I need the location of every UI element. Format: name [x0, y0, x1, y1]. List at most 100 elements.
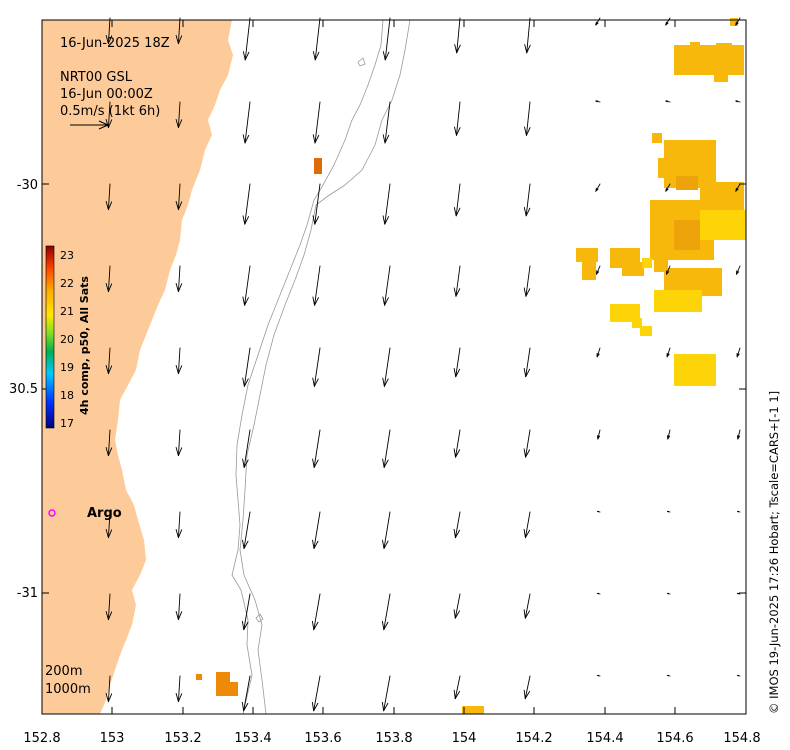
- current-arrow: [737, 429, 741, 440]
- current-arrow: [105, 101, 113, 129]
- scale-arrow: [70, 120, 109, 130]
- date-label: 16-Jun-2025 18Z: [60, 36, 170, 51]
- y-tick-label: -30: [17, 178, 38, 193]
- current-arrow: [736, 265, 741, 275]
- current-arrow: [453, 429, 461, 458]
- current-arrow: [735, 17, 741, 26]
- x-tick-label: 154.4: [586, 731, 623, 746]
- current-arrow: [381, 593, 391, 631]
- current-arrow: [454, 17, 461, 54]
- x-axis-labels: 152.8 153 153.2 153.4 153.6 153.8 154 15…: [23, 731, 760, 746]
- colorbar-label: 23: [60, 249, 74, 262]
- current-arrow: [175, 593, 183, 621]
- current-arrow: [381, 675, 391, 712]
- current-arrow: [242, 17, 251, 61]
- current-arrow: [242, 183, 251, 225]
- y-tick-label: 30.5: [9, 382, 38, 397]
- current-arrow: [105, 675, 113, 703]
- x-tick-label: 153: [100, 731, 125, 746]
- current-arrow: [666, 347, 671, 358]
- x-tick-label: 152.8: [23, 731, 60, 746]
- current-arrow: [382, 183, 391, 225]
- current-arrow: [453, 183, 461, 217]
- current-arrow: [453, 511, 461, 539]
- current-arrow: [667, 592, 671, 595]
- current-arrow: [175, 101, 183, 129]
- current-arrow: [175, 675, 183, 703]
- current-arrow: [105, 265, 113, 293]
- current-arrow: [175, 347, 183, 375]
- isobath-200m: [231, 20, 384, 714]
- colorbar-label: 22: [60, 277, 74, 290]
- current-arrow: [667, 510, 671, 513]
- current-vectors: [105, 17, 741, 712]
- current-arrow: [524, 101, 531, 136]
- current-arrow: [312, 347, 321, 387]
- x-tick-label: 153.8: [375, 731, 412, 746]
- current-arrow: [242, 429, 251, 468]
- current-arrow: [105, 183, 113, 211]
- colorbar-title: 4h comp, p50, All Sats: [78, 276, 91, 415]
- colorbar-label: 21: [60, 305, 74, 318]
- colorbar: 23 22 21 20 19 18 17 4h comp, p50, All S…: [45, 245, 91, 430]
- current-arrow: [382, 429, 391, 468]
- product-label: NRT00 GSL: [60, 70, 133, 85]
- current-arrow: [736, 347, 741, 358]
- land-coastline: [42, 20, 233, 714]
- current-arrow: [453, 265, 461, 297]
- current-arrow: [312, 511, 321, 550]
- current-arrow: [242, 347, 251, 387]
- colorbar-label: 18: [60, 389, 74, 402]
- current-arrow: [524, 17, 531, 54]
- current-arrow: [665, 100, 671, 103]
- argo-marker: [48, 509, 56, 517]
- current-arrow: [667, 674, 671, 677]
- colorbar-label: 19: [60, 361, 74, 374]
- current-arrow: [665, 17, 671, 26]
- current-arrow: [175, 265, 183, 293]
- sst-pixels: [196, 18, 746, 714]
- current-arrow: [311, 593, 321, 631]
- current-arrow: [597, 429, 601, 440]
- current-arrow: [667, 429, 671, 440]
- x-tick-label: 154.8: [723, 731, 760, 746]
- isobath-legend-200m: 200m: [45, 664, 82, 679]
- current-arrow: [523, 511, 531, 539]
- current-arrow: [666, 265, 671, 275]
- current-arrow: [454, 101, 461, 136]
- isobath-legend-1000m: 1000m: [45, 682, 91, 697]
- x-tick-label: 153.2: [164, 731, 201, 746]
- current-arrow: [105, 17, 113, 45]
- current-arrow: [597, 592, 601, 595]
- current-arrow: [175, 17, 183, 45]
- current-arrow: [312, 265, 321, 306]
- current-arrow: [597, 510, 601, 513]
- current-arrow: [453, 675, 461, 700]
- current-arrow: [523, 183, 531, 217]
- current-arrow: [735, 183, 741, 192]
- current-arrow: [737, 592, 741, 595]
- current-arrow: [312, 17, 321, 61]
- current-arrow: [737, 674, 741, 677]
- current-arrow: [105, 511, 113, 539]
- current-arrow: [105, 429, 113, 457]
- current-arrow: [523, 675, 531, 700]
- axis-ticks: [41, 20, 747, 714]
- current-arrow: [453, 347, 461, 378]
- current-arrow: [312, 429, 321, 468]
- current-arrow: [242, 511, 251, 550]
- current-arrow: [175, 511, 183, 539]
- colorbar-gradient: [45, 245, 55, 429]
- current-arrow: [737, 510, 741, 513]
- current-arrow: [596, 347, 601, 358]
- current-arrow: [242, 101, 251, 144]
- current-arrow: [175, 429, 183, 457]
- x-tick-label: 154.2: [515, 731, 552, 746]
- isobath-1000m: [239, 20, 411, 714]
- current-arrow: [596, 265, 601, 275]
- y-axis-labels: -30 30.5 -31: [9, 178, 38, 601]
- scale-label: 0.5m/s (1kt 6h): [60, 104, 160, 119]
- current-arrow: [382, 347, 391, 387]
- current-arrow: [523, 265, 531, 297]
